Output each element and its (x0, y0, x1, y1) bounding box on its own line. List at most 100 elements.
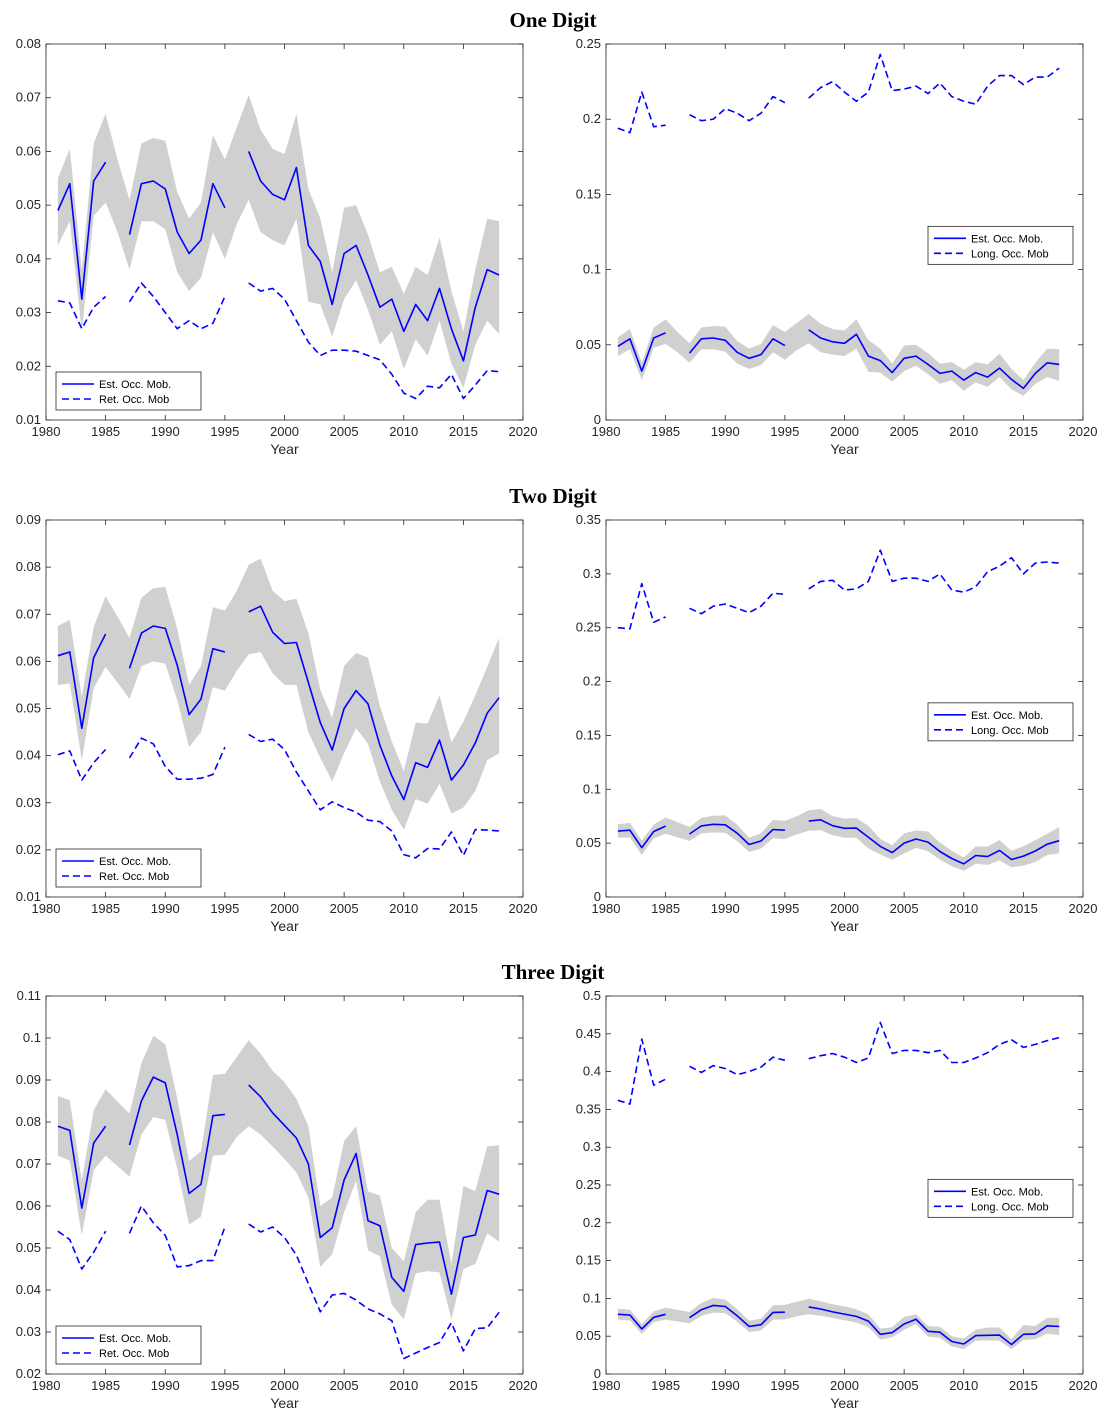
chart-3-legend-label: Est. Occ. Mob. (971, 710, 1043, 722)
chart-3-confidence-band (617, 808, 1060, 871)
chart-4-y-tick-label: 0.09 (16, 1072, 41, 1087)
chart-3-x-tick-label: 2005 (890, 901, 919, 916)
chart-5-panel: 1980 1985 1990 1995 2000 2005 2010 2015 2020 0 0.0… (576, 988, 1098, 1411)
chart-2-x-tick-label: 2010 (389, 901, 418, 916)
chart-4-x-tick-label: 2015 (449, 1378, 478, 1393)
chart-2-y-tick-label: 0.09 (16, 512, 41, 527)
chart-4-x-tick-label: 2020 (509, 1378, 538, 1393)
row-title-three-digit: Three Digit (502, 960, 605, 984)
chart-0-legend-box (55, 371, 202, 411)
chart-2-x-tick-label: 1985 (91, 901, 120, 916)
chart-1-x-axis-label: Year (830, 441, 859, 457)
chart-2-confidence-band (57, 558, 500, 830)
chart-0-y-tick-label: 0.02 (16, 358, 41, 373)
chart-5-x-tick-label: 1980 (592, 1378, 621, 1393)
chart-2-legend-label: Ret. Occ. Mob (99, 871, 169, 883)
chart-4-panel: 1980 1985 1990 1995 2000 2005 2010 2015 2020 0.02… (16, 988, 538, 1411)
chart-4-legend-label: Ret. Occ. Mob (99, 1348, 169, 1360)
chart-3-x-tick-label: 2000 (830, 901, 859, 916)
chart-5-legend-label: Long. Occ. Mob (971, 1201, 1049, 1213)
chart-4-legend-label: Est. Occ. Mob. (99, 1333, 171, 1345)
chart-1-x-tick-label: 2015 (1009, 424, 1038, 439)
chart-2-axes-box (45, 519, 524, 898)
chart-1-y-tick-label: 0.25 (576, 36, 601, 51)
chart-3-x-tick-label: 1980 (592, 901, 621, 916)
chart-2-panel: 1980 1985 1990 1995 2000 2005 2010 2015 2020 0.01… (16, 512, 538, 934)
chart-1-x-tick-label: 2005 (890, 424, 919, 439)
chart-0-y-tick-label: 0.04 (16, 251, 41, 266)
chart-5-y-tick-label: 0 (594, 1366, 601, 1381)
chart-5-x-tick-label: 1995 (770, 1378, 799, 1393)
chart-3-x-tick-label: 2020 (1069, 901, 1098, 916)
chart-0-panel: 1980 1985 1990 1995 2000 2005 2010 2015 2020 0.01… (16, 36, 538, 457)
chart-panels: 1980 1985 1990 1995 2000 2005 2010 2015 2020 0.01… (16, 36, 1098, 1411)
chart-4-y-tick-label: 0.07 (16, 1156, 41, 1171)
chart-0-y-tick-label: 0.06 (16, 143, 41, 158)
chart-1-y-tick-label: 0.1 (583, 262, 601, 277)
chart-1-x-tick-label: 1990 (711, 424, 740, 439)
chart-3-y-tick-label: 0 (594, 889, 601, 904)
chart-1-x-tick-label: 2000 (830, 424, 859, 439)
chart-2-solid-series-line (57, 605, 500, 801)
chart-4-y-tick-label: 0.1 (23, 1030, 41, 1045)
chart-4-x-tick-label: 2010 (389, 1378, 418, 1393)
chart-4-y-tick-label: 0.08 (16, 1114, 41, 1129)
chart-5-y-tick-label: 0.35 (576, 1101, 601, 1116)
chart-5-x-tick-label: 2005 (890, 1378, 919, 1393)
chart-1-x-tick-label: 1985 (651, 424, 680, 439)
chart-2-y-tick-label: 0.04 (16, 748, 41, 763)
chart-2-x-tick-label: 1980 (32, 901, 61, 916)
chart-0-solid-series-line (57, 151, 500, 362)
chart-5-x-tick-label: 2015 (1009, 1378, 1038, 1393)
chart-2-x-tick-label: 2015 (449, 901, 478, 916)
chart-3-x-tick-label: 2015 (1009, 901, 1038, 916)
chart-2-y-tick-label: 0.01 (16, 889, 41, 904)
chart-4-y-tick-label: 0.04 (16, 1282, 41, 1297)
chart-4-x-tick-label: 2000 (270, 1378, 299, 1393)
chart-4-dashed-series-line (57, 1205, 500, 1360)
chart-5-solid-series-line (617, 1304, 1060, 1346)
chart-5-legend: Est. Occ. Mob. Long. Occ. Mob (927, 1178, 1074, 1218)
chart-0-x-tick-label: 2000 (270, 424, 299, 439)
chart-0-x-tick-label: 2015 (449, 424, 478, 439)
chart-1-y-tick-label: 0 (594, 412, 601, 427)
chart-5-y-tick-label: 0.3 (583, 1139, 601, 1154)
chart-0-dashed-series-line (57, 282, 500, 400)
chart-5-x-tick-label: 2020 (1069, 1378, 1098, 1393)
chart-3-x-tick-label: 1995 (770, 901, 799, 916)
chart-3-y-tick-label: 0.35 (576, 512, 601, 527)
chart-5-x-axis-label: Year (830, 1395, 859, 1411)
chart-4-y-tick-label: 0.11 (17, 988, 41, 1003)
chart-3-legend-box (927, 702, 1074, 742)
chart-2-y-tick-label: 0.05 (16, 701, 41, 716)
chart-3-y-tick-label: 0.05 (576, 835, 601, 850)
chart-0-x-tick-label: 2010 (389, 424, 418, 439)
chart-0-y-tick-label: 0.05 (16, 197, 41, 212)
chart-1-x-tick-label: 1980 (592, 424, 621, 439)
chart-1-legend-label: Long. Occ. Mob (971, 248, 1049, 260)
chart-0-legend: Est. Occ. Mob. Ret. Occ. Mob (55, 371, 202, 411)
chart-1-legend: Est. Occ. Mob. Long. Occ. Mob (927, 225, 1074, 265)
chart-3-y-tick-label: 0.1 (583, 781, 601, 796)
chart-2-y-tick-label: 0.02 (16, 842, 41, 857)
chart-1-confidence-band (617, 314, 1060, 396)
chart-5-y-tick-label: 0.45 (576, 1026, 601, 1041)
chart-2-legend: Est. Occ. Mob. Ret. Occ. Mob (55, 848, 202, 888)
chart-4-x-tick-label: 1990 (151, 1378, 180, 1393)
chart-5-dashed-series-line (617, 1021, 1060, 1105)
chart-5-x-tick-label: 1990 (711, 1378, 740, 1393)
chart-1-solid-series-line (617, 329, 1060, 390)
chart-0-y-tick-label: 0.03 (16, 305, 41, 320)
chart-5-legend-label: Est. Occ. Mob. (971, 1186, 1043, 1198)
chart-2-x-tick-label: 2000 (270, 901, 299, 916)
chart-2-x-axis-label: Year (270, 918, 299, 934)
row-title-one-digit: One Digit (510, 8, 597, 32)
chart-1-y-tick-label: 0.15 (576, 186, 601, 201)
chart-5-x-tick-label: 2010 (949, 1378, 978, 1393)
chart-2-x-tick-label: 1990 (151, 901, 180, 916)
chart-4-confidence-band (57, 1035, 500, 1320)
chart-5-y-tick-label: 0.4 (583, 1064, 601, 1079)
chart-5-y-tick-label: 0.25 (576, 1177, 601, 1192)
chart-0-x-tick-label: 2020 (509, 424, 538, 439)
